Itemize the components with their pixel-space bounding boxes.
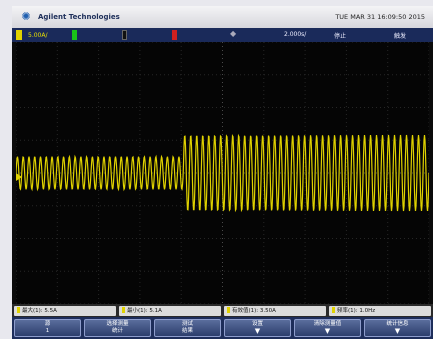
channel-swatch <box>122 306 125 313</box>
softkey-label: 清除测量值 <box>313 321 342 327</box>
waveform-display[interactable] <box>16 42 429 304</box>
softkey-sub: 结果 <box>181 328 193 334</box>
run-state: 停止 <box>334 33 347 40</box>
trigger-label: 触发 <box>394 33 407 40</box>
channel-1-scale: 5.00A/ <box>28 31 48 39</box>
brand-name: Agilent Technologies <box>38 13 120 21</box>
channel-1-ground-marker[interactable] <box>16 173 22 181</box>
timebase-scale: 2.000s/ <box>284 31 307 38</box>
softkey-statistics[interactable]: 统计信息 ▼ <box>364 319 431 337</box>
softkey-clear-measurements[interactable]: 清除测量值 ▼ <box>294 319 361 337</box>
channel-1-indicator[interactable] <box>16 30 22 40</box>
arrow-down-icon: ▼ <box>394 327 401 335</box>
measurement-rms[interactable]: 有效值(1): 3.50A <box>224 305 326 316</box>
channel-swatch <box>17 306 20 313</box>
title-bar: ✺ Agilent Technologies TUE MAR 31 16:09:… <box>12 6 433 28</box>
channel-swatch <box>332 306 335 313</box>
arrow-down-icon: ▼ <box>254 327 261 335</box>
graticule-grid <box>16 42 429 304</box>
softkey-sub: 统计 <box>111 328 123 334</box>
softkey-label: 统计信息 <box>386 321 409 327</box>
softkey-settings[interactable]: 设置 ▼ <box>224 319 291 337</box>
channel-3-indicator[interactable] <box>122 30 127 40</box>
measurement-max[interactable]: 最大(1): 5.5A <box>14 305 116 316</box>
measurement-frequency[interactable]: 频率(1): 1.0Hz <box>329 305 431 316</box>
arrow-down-icon: ▼ <box>324 327 331 335</box>
softkey-label: 源 <box>44 321 51 327</box>
measurement-label: 频率(1): 1.0Hz <box>337 307 376 314</box>
channel-4-indicator[interactable] <box>172 30 177 40</box>
channel-2-indicator[interactable] <box>72 30 77 40</box>
softkey-label: 设置 <box>251 321 263 327</box>
measurement-bar: 最大(1): 5.5A 最小(1): 5.1A 有效值(1): 3.50A 频率… <box>12 304 433 317</box>
channel-swatch <box>227 306 230 313</box>
measurement-label: 有效值(1): 3.50A <box>232 307 276 314</box>
measurement-label: 最大(1): 5.5A <box>22 307 57 314</box>
softkey-label: 选择测量 <box>106 321 129 327</box>
agilent-spark-icon: ✺ <box>21 11 31 23</box>
softkey-sub: 1 <box>45 328 50 334</box>
status-bar: 5.00A/ ◆ 2.000s/ 停止 触发 <box>12 28 433 42</box>
softkey-label: 测试 <box>181 321 193 327</box>
softkey-select-measurement[interactable]: 选择测量 统计 <box>84 319 151 337</box>
trigger-position-icon: ◆ <box>230 29 237 38</box>
measurement-min[interactable]: 最小(1): 5.1A <box>119 305 221 316</box>
channel-1-trace <box>16 133 429 213</box>
measurement-label: 最小(1): 5.1A <box>127 307 162 314</box>
softkey-test-results[interactable]: 测试 结果 <box>154 319 221 337</box>
date-time: TUE MAR 31 16:09:50 2015 <box>335 13 425 21</box>
oscilloscope-screen: ✺ Agilent Technologies TUE MAR 31 16:09:… <box>12 6 433 339</box>
